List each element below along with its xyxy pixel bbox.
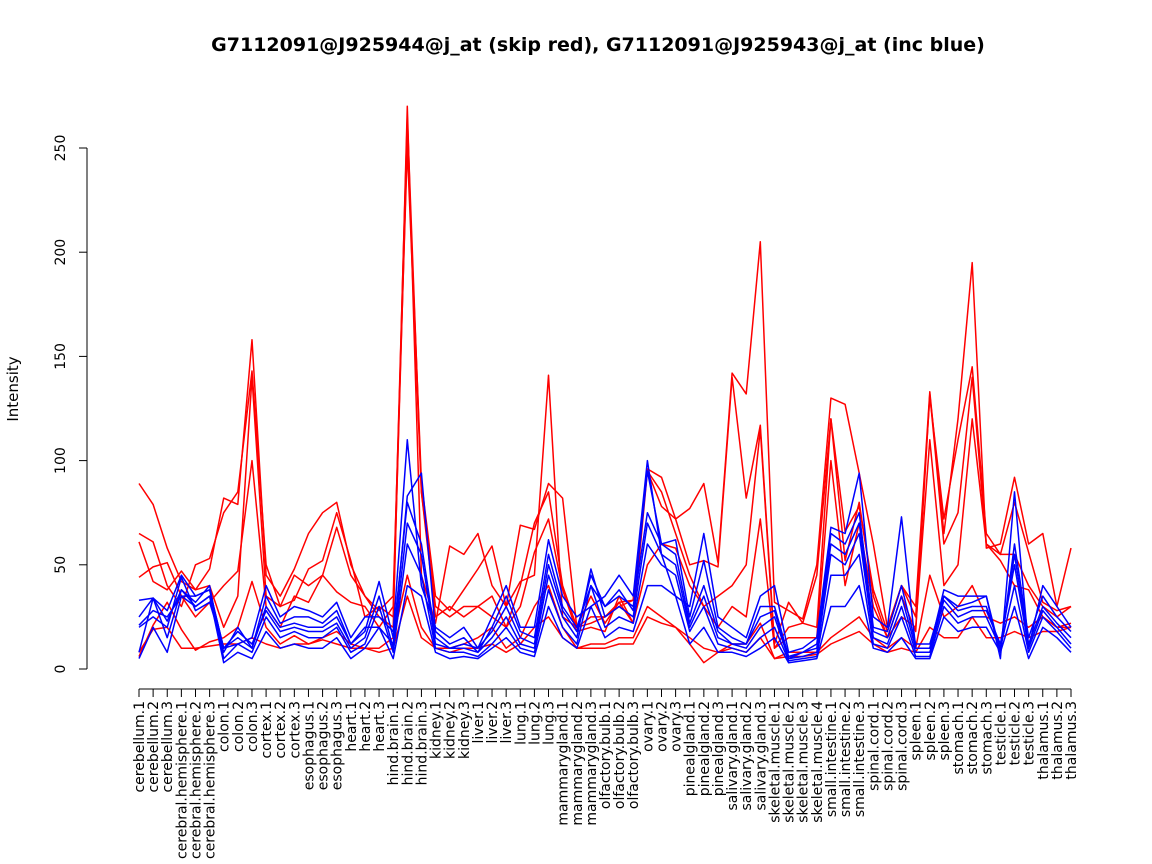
x-tick-label: kidney.3: [457, 701, 473, 759]
x-tick-label: liver.1: [471, 701, 487, 744]
series-line-inc-10: [138, 522, 1072, 660]
x-tick-label: kidney.2: [443, 701, 459, 759]
x-tick-label: hind.brain.3: [414, 701, 430, 785]
x-tick-label: mammarygland.3: [584, 701, 600, 826]
x-tick-label: olfactory.bulb.2: [612, 701, 628, 809]
series-line-inc-12: [138, 584, 1072, 664]
x-tick-label: spinal.cord.3: [895, 701, 911, 791]
x-tick-label: cerebral.hemisphere.2: [188, 701, 204, 859]
x-tick-label: skeletal.muscle.3: [796, 701, 812, 823]
y-tick-label: 0: [53, 665, 69, 674]
x-tick-label: hind.brain.1: [386, 701, 402, 785]
x-tick-label: skeletal.muscle.4: [810, 701, 826, 823]
x-tick-label: pinealgland.3: [711, 701, 727, 796]
x-tick-label: cortex.2: [273, 701, 289, 759]
series-line-skip-1: [138, 105, 1072, 629]
x-tick-label: pinealgland.2: [697, 701, 713, 796]
x-tick-label: ovary.2: [654, 701, 670, 752]
x-tick-label: skeletal.muscle.2: [782, 701, 798, 823]
x-tick-label: esophagus.1: [301, 701, 317, 790]
x-tick-label: mammarygland.2: [570, 701, 586, 826]
x-tick-label: lung.1: [513, 701, 529, 745]
y-axis: 0 50 100 150 200 250: [53, 135, 88, 674]
series-line-skip-2: [138, 136, 1072, 645]
x-tick-label: spleen.3: [937, 701, 953, 761]
x-tick-label: esophagus.2: [316, 701, 332, 790]
x-tick-label: cerebral.hemisphere.3: [203, 701, 219, 859]
x-tick-label: ovary.1: [640, 701, 656, 752]
x-tick-label: esophagus.3: [330, 701, 346, 790]
x-axis: cerebellum.1cerebellum.2cerebellum.3cere…: [132, 688, 1080, 859]
series-line-skip-3: [138, 147, 1072, 649]
x-tick-label: testicle.3: [1022, 701, 1038, 765]
x-tick-label: thalamus.1: [1036, 701, 1052, 780]
x-tick-label: heart.1: [344, 701, 360, 752]
x-tick-label: olfactory.bulb.1: [598, 701, 614, 809]
y-tick-label: 200: [53, 239, 69, 266]
chart-title: G7112091@J925944@j_at (skip red), G71120…: [211, 34, 985, 56]
x-tick-label: spinal.cord.1: [866, 701, 882, 791]
x-tick-label: heart.3: [372, 701, 388, 752]
x-tick-label: salivary.gland.3: [753, 701, 769, 810]
y-tick-label: 150: [53, 343, 69, 370]
x-tick-label: kidney.1: [429, 701, 445, 759]
x-tick-label: mammarygland.1: [556, 701, 572, 826]
x-tick-label: cerebral.hemisphere.1: [174, 701, 190, 859]
x-tick-label: liver.2: [485, 701, 501, 744]
x-tick-label: spleen.2: [923, 701, 939, 761]
x-tick-label: thalamus.3: [1064, 701, 1080, 780]
x-tick-label: colon.3: [245, 701, 261, 752]
x-tick-label: stomach.2: [965, 701, 981, 775]
x-tick-label: heart.2: [358, 701, 374, 752]
x-tick-label: olfactory.bulb.3: [626, 701, 642, 809]
y-tick-label: 100: [53, 447, 69, 474]
x-tick-label: cerebellum.2: [146, 701, 162, 793]
x-tick-label: small.intestine.3: [852, 701, 868, 817]
series-layer: [138, 105, 1072, 664]
x-tick-label: spinal.cord.2: [880, 701, 896, 791]
x-tick-label: cortex.3: [287, 701, 303, 759]
x-tick-label: cerebellum.1: [132, 701, 148, 793]
x-tick-label: lung.2: [527, 701, 543, 745]
x-tick-label: salivary.gland.2: [739, 701, 755, 810]
x-tick-label: cerebellum.3: [160, 701, 176, 793]
x-tick-label: small.intestine.2: [838, 701, 854, 817]
x-tick-label: small.intestine.1: [824, 701, 840, 817]
x-tick-label: testicle.1: [993, 701, 1009, 765]
x-tick-label: hind.brain.2: [400, 701, 416, 785]
x-tick-label: thalamus.2: [1050, 701, 1066, 780]
x-tick-label: ovary.3: [669, 701, 685, 752]
x-tick-label: colon.1: [217, 701, 233, 752]
series-line-inc-11: [138, 543, 1072, 662]
y-tick-label: 250: [53, 135, 69, 162]
x-tick-label: salivary.gland.1: [725, 701, 741, 810]
x-tick-label: testicle.2: [1008, 701, 1024, 765]
x-tick-label: liver.3: [499, 701, 515, 744]
x-tick-label: stomach.3: [979, 701, 995, 775]
x-tick-label: skeletal.muscle.1: [767, 701, 783, 823]
x-tick-label: stomach.1: [951, 701, 967, 775]
x-tick-label: lung.3: [542, 701, 558, 745]
x-tick-label: cortex.1: [259, 701, 275, 759]
x-tick-label: pinealgland.1: [683, 701, 699, 796]
x-tick-label: spleen.1: [909, 701, 925, 761]
series-line-inc-9: [138, 470, 1072, 660]
x-tick-label: colon.2: [231, 701, 247, 752]
series-line-skip-4: [138, 115, 1072, 649]
y-tick-label: 50: [53, 556, 69, 574]
y-axis-label: Intensity: [4, 356, 22, 421]
